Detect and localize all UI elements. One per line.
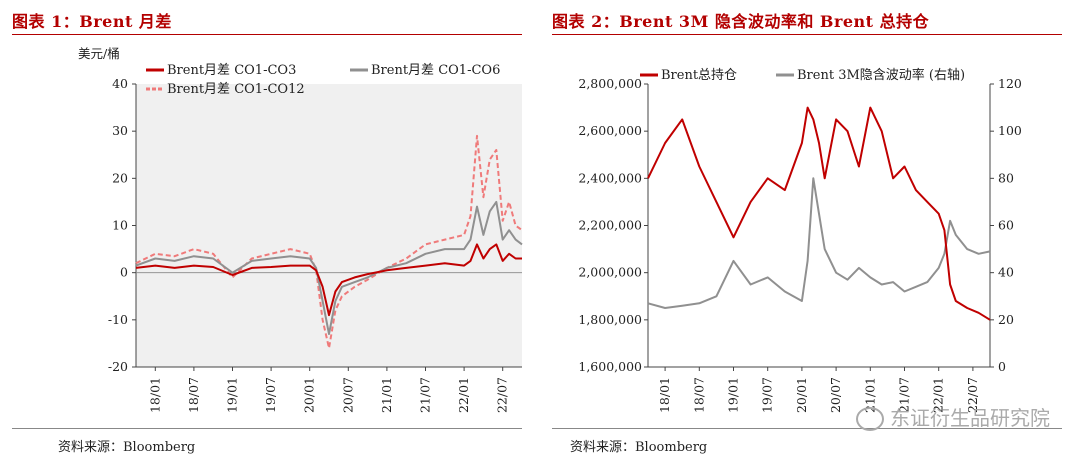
footer-rule bbox=[12, 428, 522, 429]
x-tick-label: 20/01 bbox=[302, 377, 317, 413]
x-tick-label: 21/07 bbox=[418, 377, 433, 413]
x-tick-label: 22/07 bbox=[965, 377, 980, 413]
watermark-text: 东证衍生品研究院 bbox=[890, 405, 1050, 430]
series-line-2 bbox=[135, 134, 523, 350]
x-tick-label: 21/01 bbox=[862, 377, 877, 413]
footer-rule bbox=[552, 428, 1062, 429]
x-tick-label: 19/01 bbox=[726, 377, 741, 413]
series-line-1 bbox=[135, 200, 523, 335]
x-tick-label: 20/07 bbox=[340, 377, 355, 413]
y-right-tick-label: 0 bbox=[998, 359, 1006, 374]
y-left-tick-label: 1,800,000 bbox=[578, 312, 642, 327]
title-rule bbox=[552, 34, 1062, 35]
y-tick-label: 0 bbox=[120, 265, 128, 280]
series-line-0 bbox=[135, 243, 522, 317]
x-tick-label: 19/01 bbox=[225, 377, 240, 413]
x-tick-label: 18/07 bbox=[186, 377, 201, 413]
legend-label: Brent月差 CO1-CO3 bbox=[167, 63, 296, 78]
y-tick-label: -20 bbox=[108, 359, 128, 374]
watermark: 东证衍生品研究院 bbox=[856, 402, 1050, 431]
volatility-open-interest-chart: 1,600,000 1,800,000 2,000,000 2,200,000 2,40… bbox=[578, 67, 1022, 413]
title-rule bbox=[12, 34, 522, 35]
y-right-tick-label: 60 bbox=[998, 218, 1014, 233]
x-tick-label: 20/07 bbox=[828, 377, 843, 413]
y-tick-label: 10 bbox=[112, 218, 128, 233]
y-right-tick-label: 20 bbox=[998, 312, 1014, 327]
x-tick-label: 18/07 bbox=[691, 377, 706, 413]
figure-title: 图表 2：Brent 3M 隐含波动率和 Brent 总持仓 bbox=[552, 12, 930, 31]
y-tick-label: 20 bbox=[112, 170, 128, 185]
x-tick-label: 21/07 bbox=[897, 377, 912, 413]
series-line-open-interest bbox=[647, 106, 991, 321]
x-tick-label: 19/07 bbox=[760, 377, 775, 413]
x-tick-label: 18/01 bbox=[147, 377, 162, 413]
legend-label: Brent总持仓 bbox=[661, 68, 737, 83]
chart-panel-right: 图表 2：Brent 3M 隐含波动率和 Brent 总持仓 1,600,000… bbox=[540, 0, 1080, 469]
y-left-tick-label: 2,800,000 bbox=[578, 76, 642, 91]
y-tick-label: 40 bbox=[112, 76, 128, 91]
source-note: 资料来源：Bloomberg bbox=[58, 440, 196, 455]
legend-label: Brent 3M隐含波动率 (右轴) bbox=[797, 67, 965, 83]
y-tick-label: 30 bbox=[112, 123, 128, 138]
figure-title: 图表 1：Brent 月差 bbox=[12, 12, 172, 31]
x-tick-label: 19/07 bbox=[263, 377, 278, 413]
plot-area bbox=[648, 84, 990, 367]
y-right-tick-label: 120 bbox=[998, 76, 1022, 91]
y-left-tick-label: 2,200,000 bbox=[578, 218, 642, 233]
y-right-tick-label: 40 bbox=[998, 265, 1014, 280]
y-left-tick-label: 2,000,000 bbox=[578, 265, 642, 280]
legend-label: Brent月差 CO1-CO6 bbox=[371, 63, 500, 78]
spread-chart: 美元/桶 -20 -10 0 10 20 30 40 18/01 18/07 19/01 19/07 2… bbox=[78, 46, 523, 413]
x-tick-label: 20/01 bbox=[794, 377, 809, 413]
y-left-tick-label: 1,600,000 bbox=[578, 359, 642, 374]
x-tick-label: 22/07 bbox=[495, 377, 510, 413]
chart-panel-left: 图表 1：Brent 月差 美元/桶 -20 -10 0 10 20 30 40 18/01 18… bbox=[12, 12, 523, 455]
wechat-icon bbox=[856, 407, 884, 431]
plot-area bbox=[136, 84, 522, 367]
y-left-tick-label: 2,400,000 bbox=[578, 170, 642, 185]
source-note: 资料来源：Bloomberg bbox=[570, 440, 708, 455]
legend-label: Brent月差 CO1-CO12 bbox=[167, 82, 305, 97]
y-right-tick-label: 100 bbox=[998, 123, 1022, 138]
x-tick-label: 21/01 bbox=[379, 377, 394, 413]
y-tick-label: -10 bbox=[108, 312, 128, 327]
y-right-tick-label: 80 bbox=[998, 170, 1014, 185]
x-tick-label: 22/01 bbox=[456, 377, 471, 413]
y-left-tick-label: 2,600,000 bbox=[578, 123, 642, 138]
unit-label: 美元/桶 bbox=[78, 46, 120, 61]
x-tick-label: 18/01 bbox=[657, 377, 672, 413]
x-tick-label: 22/01 bbox=[931, 377, 946, 413]
